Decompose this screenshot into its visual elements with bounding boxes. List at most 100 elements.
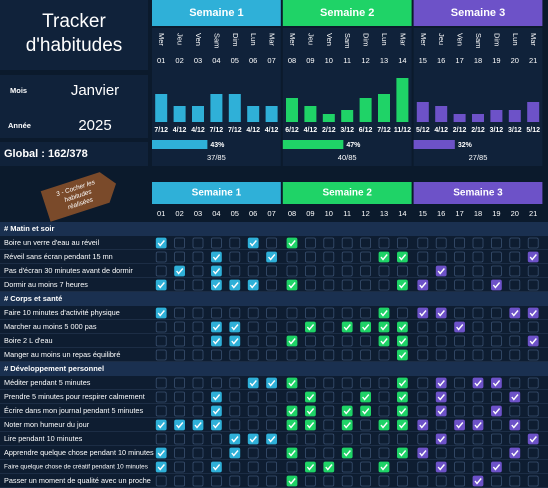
checkbox-box — [435, 433, 447, 445]
day-date: 01 — [157, 209, 165, 218]
habit-name: Boire un verre d'eau au réveil — [4, 238, 99, 247]
checkbox-checked — [286, 377, 298, 389]
checkbox — [210, 237, 222, 249]
checkbox — [378, 391, 390, 403]
check-icon — [529, 310, 537, 317]
checkbox-box — [192, 391, 204, 403]
checkbox-box — [472, 335, 484, 347]
checkbox — [490, 251, 502, 263]
day-name: Mer — [419, 33, 428, 46]
checkbox — [435, 419, 447, 431]
habit-name: Passer un moment de qualité avec un proc… — [4, 476, 151, 485]
checkbox-checked — [174, 419, 186, 431]
checkbox-box — [417, 251, 429, 263]
checkbox-box — [229, 419, 241, 431]
checkbox — [417, 433, 429, 445]
checkbox-box — [174, 307, 186, 319]
checkbox-box — [266, 461, 278, 473]
progress-bar — [282, 140, 344, 149]
day-date: 11 — [343, 209, 351, 218]
day-date: 21 — [529, 209, 537, 218]
habit-row — [0, 236, 548, 250]
checkbox-checked — [247, 279, 259, 291]
checkbox-box — [396, 321, 408, 333]
checkbox-checked — [417, 307, 429, 319]
checkbox — [417, 349, 429, 361]
check-icon — [492, 380, 501, 387]
checkbox — [304, 265, 316, 277]
checkbox-checked — [286, 335, 298, 347]
checkbox — [323, 279, 335, 291]
day-date: 02 — [175, 209, 183, 218]
day-date: 03 — [194, 209, 202, 218]
checkbox — [490, 475, 502, 487]
check-icon — [231, 338, 239, 345]
checkbox-checked — [509, 447, 521, 459]
day-count: 3/12 — [340, 127, 354, 134]
check-icon — [343, 408, 351, 415]
checkbox-checked — [304, 419, 316, 431]
checkbox-box — [396, 307, 408, 319]
checkbox-box — [266, 391, 278, 403]
checkbox-box — [509, 391, 521, 403]
checkbox-checked — [527, 307, 539, 319]
checkbox-box — [435, 307, 447, 319]
check-icon — [268, 436, 276, 443]
habit-row — [0, 390, 548, 404]
checkbox-box — [247, 377, 259, 389]
checkbox — [454, 307, 466, 319]
checkbox-box — [435, 391, 447, 403]
checkbox-checked — [229, 321, 241, 333]
checkbox-checked — [472, 419, 484, 431]
checkbox-box — [210, 377, 222, 389]
checkbox — [210, 433, 222, 445]
checkbox — [304, 377, 316, 389]
checkbox-box — [174, 433, 186, 445]
checkbox-box — [323, 265, 335, 277]
checkbox-checked — [210, 265, 222, 277]
checkbox-box — [396, 377, 408, 389]
check-icon — [398, 450, 407, 457]
checkbox-box — [378, 461, 390, 473]
checkbox — [454, 335, 466, 347]
day-count: 2/12 — [322, 127, 336, 134]
checkbox — [192, 237, 204, 249]
checkbox — [417, 265, 429, 277]
checkbox-box — [341, 433, 353, 445]
checkbox — [472, 237, 484, 249]
day-bar — [472, 114, 484, 122]
checkbox-box — [490, 265, 502, 277]
checkbox-box — [490, 335, 502, 347]
checkbox-box — [435, 335, 447, 347]
checkbox — [396, 307, 408, 319]
checkbox-box — [490, 349, 502, 361]
checkbox-checked — [454, 321, 466, 333]
checkbox-box — [527, 433, 539, 445]
checkbox — [360, 279, 372, 291]
checkbox — [247, 251, 259, 263]
day-count: 4/12 — [265, 127, 279, 134]
checkbox-box — [509, 405, 521, 417]
checkbox — [417, 405, 429, 417]
checkbox-checked — [490, 405, 502, 417]
check-icon — [306, 422, 315, 429]
day-name: Sam — [212, 33, 221, 48]
checkbox — [266, 447, 278, 459]
checkbox-box — [378, 279, 390, 291]
checkbox-box — [417, 475, 429, 487]
checkbox-box — [210, 251, 222, 263]
checkbox — [417, 237, 429, 249]
checkbox — [454, 461, 466, 473]
checkbox-box — [247, 391, 259, 403]
checkbox — [472, 321, 484, 333]
checkbox-box — [266, 265, 278, 277]
day-date: 15 — [419, 56, 427, 65]
check-icon — [306, 464, 315, 471]
checkbox-box — [229, 349, 241, 361]
checkbox — [266, 279, 278, 291]
week-header — [282, 0, 412, 26]
checkbox — [304, 447, 316, 459]
checkbox — [527, 237, 539, 249]
checkbox-checked — [509, 307, 521, 319]
checkbox-box — [304, 321, 316, 333]
